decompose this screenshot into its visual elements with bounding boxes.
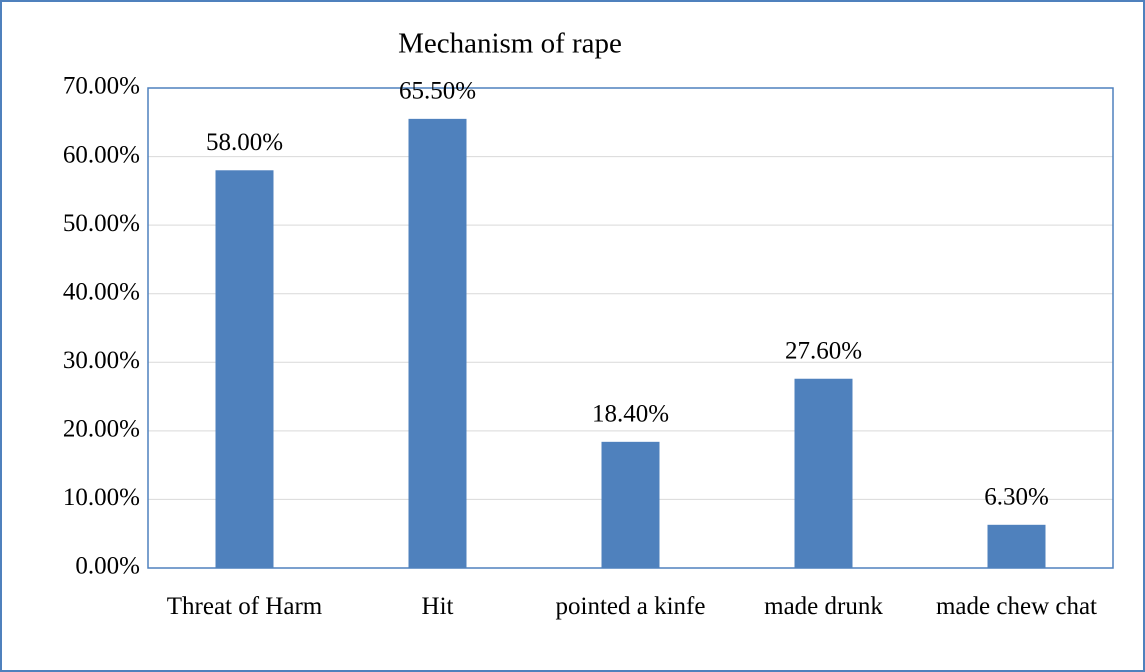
data-label: 65.50% [399, 78, 476, 105]
bar [408, 118, 467, 568]
bar [794, 378, 853, 568]
bar [987, 524, 1046, 568]
x-tick-label: Hit [421, 593, 454, 620]
y-tick-label: 70.00% [63, 73, 140, 100]
x-tick-label: pointed a kinfe [555, 593, 706, 620]
data-label: 58.00% [206, 129, 283, 156]
y-tick-label: 30.00% [63, 347, 140, 374]
y-tick-label: 40.00% [63, 278, 140, 305]
y-tick-label: 10.00% [63, 484, 140, 511]
bar [215, 170, 274, 569]
y-tick-label: 0.00% [75, 553, 140, 580]
data-label: 27.60% [785, 337, 862, 364]
bar [601, 441, 660, 568]
y-tick-label: 50.00% [63, 210, 140, 237]
x-tick-label: Threat of Harm [166, 593, 323, 620]
data-label: 6.30% [984, 484, 1049, 511]
x-tick-label: made chew chat [935, 593, 1098, 620]
y-tick-label: 20.00% [63, 416, 140, 443]
y-tick-label: 60.00% [63, 141, 140, 168]
chart-title: Mechanism of rape [398, 28, 622, 60]
x-tick-label: made drunk [764, 593, 883, 620]
data-label: 18.40% [592, 401, 669, 428]
